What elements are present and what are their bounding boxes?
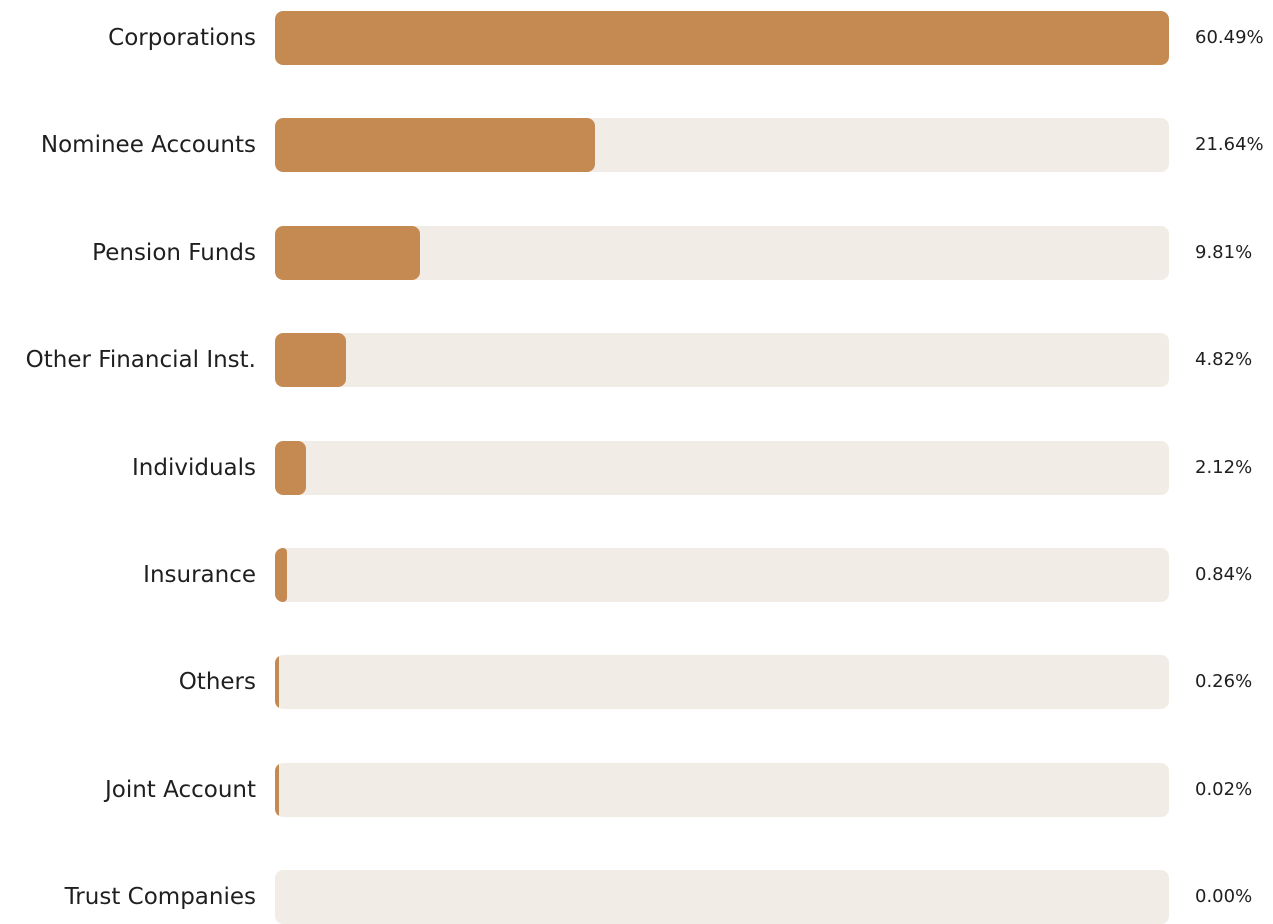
- category-label: Joint Account: [104, 777, 256, 803]
- bar-row: Other Financial Inst. 4.82%: [0, 333, 1273, 387]
- bar-row: Trust Companies 0.00%: [0, 870, 1273, 924]
- bar-track: [275, 655, 1169, 709]
- bar: [275, 333, 347, 387]
- bar-track: [275, 548, 1169, 602]
- value-label: 0.00%: [1195, 886, 1253, 907]
- bar: [275, 11, 1169, 65]
- value-label: 4.82%: [1195, 349, 1253, 370]
- category-label: Others: [178, 669, 256, 695]
- value-label: 0.84%: [1195, 564, 1253, 585]
- bar: [275, 763, 279, 817]
- bar: [275, 655, 279, 709]
- bar: [275, 441, 307, 495]
- bar-row: Pension Funds 9.81%: [0, 226, 1273, 280]
- category-label: Nominee Accounts: [40, 132, 256, 158]
- value-label: 60.49%: [1195, 27, 1264, 48]
- category-label: Pension Funds: [92, 240, 256, 266]
- bar-row: Nominee Accounts 21.64%: [0, 118, 1273, 172]
- value-label: 0.26%: [1195, 671, 1253, 692]
- value-label: 2.12%: [1195, 457, 1253, 478]
- value-label: 9.81%: [1195, 242, 1253, 263]
- bar-row: Individuals 2.12%: [0, 441, 1273, 495]
- bar-row: Joint Account 0.02%: [0, 763, 1273, 817]
- bar-row: Corporations 60.49%: [0, 11, 1273, 65]
- category-label: Trust Companies: [64, 884, 256, 910]
- bar: [275, 118, 595, 172]
- category-label: Individuals: [132, 455, 256, 481]
- value-label: 21.64%: [1195, 134, 1264, 155]
- bar-track: [275, 333, 1169, 387]
- bar: [275, 548, 288, 602]
- category-label: Other Financial Inst.: [25, 347, 256, 373]
- category-label: Corporations: [108, 25, 256, 51]
- bar-track: [275, 870, 1169, 924]
- bar-row: Insurance 0.84%: [0, 548, 1273, 602]
- bar: [275, 226, 420, 280]
- bar-track: [275, 11, 1169, 65]
- bar-track: [275, 118, 1169, 172]
- bar-track: [275, 226, 1169, 280]
- category-label: Insurance: [143, 562, 256, 588]
- bar-row: Others 0.26%: [0, 655, 1273, 709]
- value-label: 0.02%: [1195, 779, 1253, 800]
- bar-track: [275, 441, 1169, 495]
- bar-track: [275, 763, 1169, 817]
